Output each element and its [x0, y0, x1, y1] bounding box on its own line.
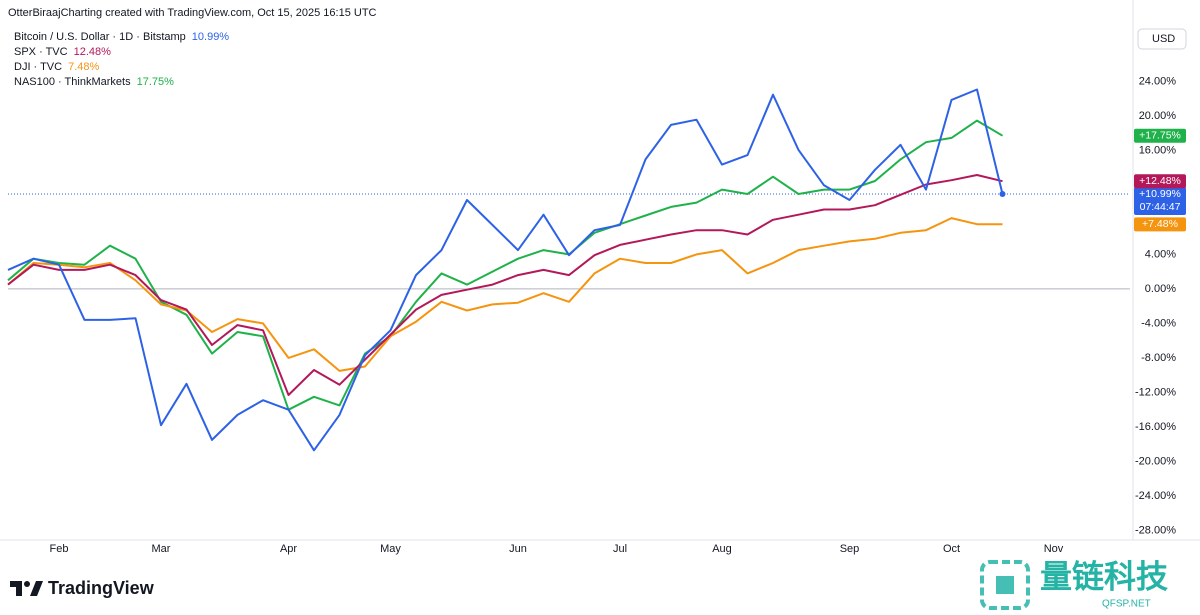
x-tick-label: May — [380, 543, 401, 555]
x-tick-label: Jul — [613, 543, 627, 555]
watermark-subtext: QFSP.NET — [1102, 599, 1151, 610]
price-badge-label: +7.48% — [1142, 218, 1178, 230]
brand-text: TradingView — [48, 578, 155, 598]
watermark-text: 量链科技 — [1040, 558, 1168, 594]
series-line — [7, 88, 1004, 452]
legend-value: 7.48% — [68, 61, 99, 73]
price-badge — [1134, 174, 1186, 189]
y-tick-label: 4.00% — [1145, 248, 1176, 260]
logo-shape — [24, 581, 30, 587]
legend-entry: Bitcoin / U.S. Dollar · 1D · Bitstamp 10.… — [14, 31, 229, 43]
legend-entry: SPX · TVC 12.48% — [14, 46, 111, 58]
y-tick-label: 0.00% — [1145, 283, 1176, 295]
logo-shape — [10, 581, 22, 596]
currency-label: USD — [1152, 33, 1175, 45]
price-badge-label: +10.99% — [1139, 188, 1181, 200]
brand-logo — [10, 581, 43, 596]
x-tick-label: Sep — [840, 543, 860, 555]
y-tick-label: -4.00% — [1141, 317, 1176, 329]
price-badge-label: +17.75% — [1139, 129, 1181, 141]
x-tick-label: Apr — [280, 543, 297, 555]
currency-box[interactable] — [1137, 28, 1187, 50]
chart-header: OtterBiraajCharting created with Trading… — [8, 7, 377, 19]
price-badge — [1134, 187, 1186, 216]
x-tick-label: Aug — [712, 543, 732, 555]
price-badge — [1134, 217, 1186, 232]
x-tick-label: Feb — [50, 543, 69, 555]
y-tick-label: 24.00% — [1139, 76, 1177, 88]
countdown-label: 07:44:47 — [1140, 201, 1181, 213]
y-tick-label: -16.00% — [1135, 421, 1176, 433]
legend-entry: DJI · TVC 7.48% — [14, 61, 99, 73]
series-line — [7, 217, 1003, 372]
watermark-shape — [996, 576, 1014, 594]
x-tick-label: Mar — [152, 543, 171, 555]
legend-name: DJI · TVC — [14, 61, 62, 73]
x-tick-label: Jun — [509, 543, 527, 555]
legend-name: Bitcoin / U.S. Dollar · 1D · Bitstamp — [14, 31, 186, 43]
y-tick-label: -12.00% — [1135, 386, 1176, 398]
watermark-icon — [980, 560, 1030, 610]
last-point — [999, 191, 1006, 198]
legend-name: NAS100 · ThinkMarkets — [14, 76, 131, 88]
y-tick-label: -20.00% — [1135, 455, 1176, 467]
legend-entry: NAS100 · ThinkMarkets 17.75% — [14, 76, 174, 88]
price-badge — [1134, 128, 1186, 143]
y-tick-label: -28.00% — [1135, 524, 1176, 536]
price-badge-label: +12.48% — [1139, 175, 1181, 187]
legend-name: SPX · TVC — [14, 46, 68, 58]
legend-value: 10.99% — [192, 31, 230, 43]
x-tick-label: Oct — [943, 543, 960, 555]
legend-value: 12.48% — [74, 46, 112, 58]
watermark-shape — [980, 560, 1030, 610]
y-tick-label: -24.00% — [1135, 490, 1176, 502]
series-line — [7, 174, 1003, 396]
y-tick-label: 16.00% — [1139, 145, 1177, 157]
x-tick-label: Nov — [1044, 543, 1064, 555]
legend-value: 17.75% — [137, 76, 175, 88]
logo-shape — [30, 581, 43, 596]
y-tick-label: -8.00% — [1141, 352, 1176, 364]
y-tick-label: 20.00% — [1139, 110, 1177, 122]
